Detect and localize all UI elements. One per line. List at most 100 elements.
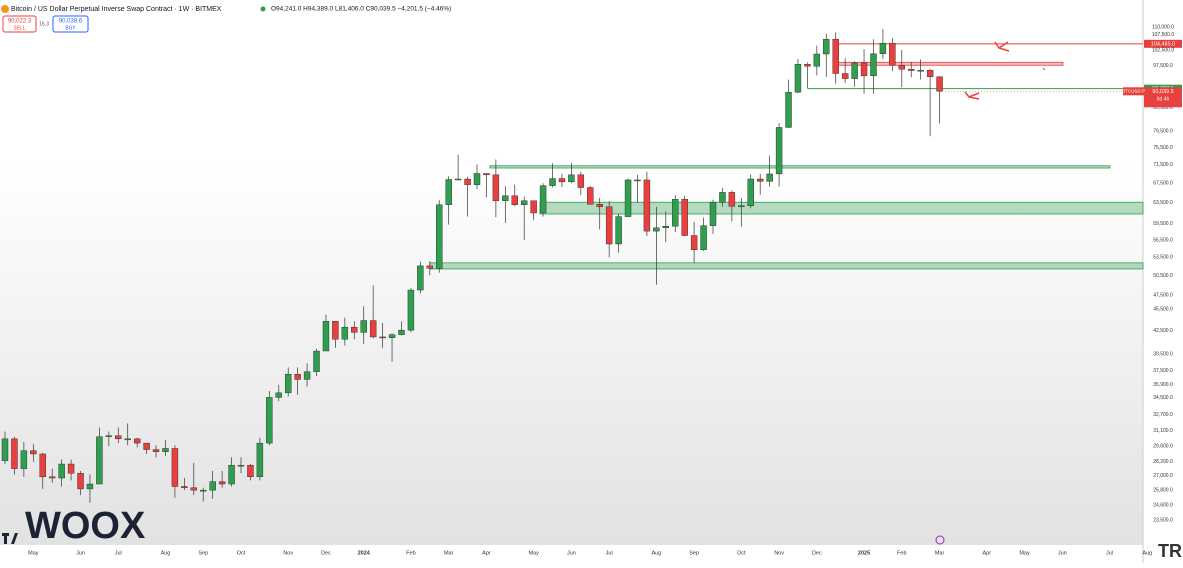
candle-body	[662, 225, 669, 229]
candle-body	[436, 204, 443, 269]
buy-button[interactable]	[52, 15, 89, 33]
annotation-dot	[1042, 67, 1046, 71]
y-tick-label: 75,500.0	[1153, 145, 1173, 151]
candle-body	[285, 374, 292, 394]
last-price-tag	[1144, 87, 1182, 108]
candle-body	[681, 199, 688, 236]
candle-body	[398, 329, 405, 335]
x-tick-label: Jul	[606, 550, 613, 556]
candle-body	[30, 450, 37, 455]
y-tick-label: 56,500.0	[1153, 237, 1173, 243]
x-tick-label: Aug	[161, 550, 171, 556]
candle-body	[653, 227, 660, 232]
candle-body	[615, 216, 622, 245]
spread: 16.3	[39, 21, 49, 27]
x-tick-label: May	[528, 550, 539, 556]
x-tick-label: Apr	[482, 550, 491, 556]
y-tick-label: 102,500.0	[1152, 47, 1174, 53]
y-tick-label: 29,600.0	[1153, 444, 1173, 450]
x-tick-label: Mar	[935, 550, 945, 556]
candle-body	[643, 179, 651, 232]
buy-price: 90,038.6	[59, 19, 83, 25]
candle-body	[700, 225, 707, 250]
candle-body	[728, 192, 736, 207]
candle-body	[209, 481, 216, 491]
x-tick-label: Nov	[283, 550, 293, 556]
candle-body	[379, 336, 386, 339]
symbol-label: BTCUSD.P	[1122, 88, 1145, 93]
sell-button[interactable]	[2, 15, 37, 33]
candle-body	[785, 91, 792, 128]
sell-price: 90,022.3	[8, 19, 32, 25]
candle-body	[247, 464, 254, 478]
candle-body	[549, 178, 556, 186]
candle-body	[417, 265, 424, 291]
candle-body	[624, 179, 632, 217]
level-label: 104,485.0	[1151, 41, 1175, 47]
candle-body	[738, 205, 745, 207]
event-icon	[935, 535, 945, 545]
brand-logo: WOOX	[25, 505, 146, 547]
candle-body	[766, 173, 773, 182]
x-tick-label: Aug	[1142, 550, 1152, 556]
annotation-mark	[964, 91, 980, 100]
candle-body	[502, 195, 509, 201]
x-tick-label: 2024	[358, 550, 371, 556]
candle-body	[124, 438, 131, 441]
y-tick-label: 53,500.0	[1153, 255, 1173, 261]
candle-body	[105, 435, 113, 437]
y-tick-label: 42,500.0	[1153, 328, 1173, 334]
candle-body	[341, 326, 349, 340]
candle-body	[568, 174, 575, 183]
candle-body	[823, 39, 830, 55]
y-tick-label: 27,000.0	[1153, 473, 1173, 479]
x-tick-label: Feb	[897, 550, 906, 556]
y-tick-label: 63,500.0	[1153, 200, 1173, 206]
candle-body	[77, 473, 84, 490]
y-tick-label: 67,500.0	[1153, 181, 1173, 187]
y-tick-label: 39,500.0	[1153, 352, 1173, 358]
candle-body	[133, 438, 141, 444]
zone	[429, 262, 1144, 270]
candle-body	[407, 289, 415, 331]
candle-body	[841, 73, 849, 79]
countdown: 6d 4h	[1157, 97, 1170, 103]
candle-body	[492, 174, 500, 201]
last-price-label: 90,039.5	[1152, 89, 1173, 95]
candle-body	[719, 192, 726, 203]
candle-body	[58, 463, 65, 479]
y-tick-label: 47,500.0	[1153, 293, 1173, 299]
candle-body	[926, 69, 934, 77]
x-tick-label: Feb	[406, 550, 415, 556]
x-tick-label: Jul	[115, 550, 122, 556]
x-tick-label: Apr	[982, 550, 991, 556]
y-tick-label: 45,500.0	[1153, 306, 1173, 312]
corner-logo: TR	[1158, 541, 1182, 561]
x-tick-label: Oct	[237, 550, 246, 556]
candle-body	[228, 464, 235, 485]
ohlc-text: O94,241.0 H94,389.0 L81,406.0 C90,039.5 …	[271, 6, 451, 13]
x-tick-label: Mar	[444, 550, 454, 556]
x-tick-label: Aug	[651, 550, 661, 556]
candle-body	[879, 42, 887, 54]
candle-body	[634, 179, 641, 182]
candle-body	[313, 350, 320, 372]
candle-body	[757, 178, 764, 182]
y-tick-label: 110,000.0	[1152, 25, 1174, 31]
candle-body	[181, 486, 188, 488]
candle-body	[577, 174, 585, 188]
candle-body	[870, 53, 877, 77]
x-tick-label: Jul	[1106, 550, 1113, 556]
candle-body	[49, 476, 56, 479]
y-tick-label: 32,700.0	[1153, 412, 1173, 418]
y-tick-label: 71,500.0	[1153, 162, 1173, 168]
candle-body	[162, 448, 169, 452]
candle-body	[558, 178, 566, 183]
candle-body	[96, 436, 103, 485]
x-tick-label: Dec	[812, 550, 822, 556]
y-tick-label: 85,500.0	[1153, 105, 1173, 111]
candle-body	[237, 464, 245, 467]
candle-body	[709, 202, 717, 226]
candle-body	[539, 185, 547, 214]
